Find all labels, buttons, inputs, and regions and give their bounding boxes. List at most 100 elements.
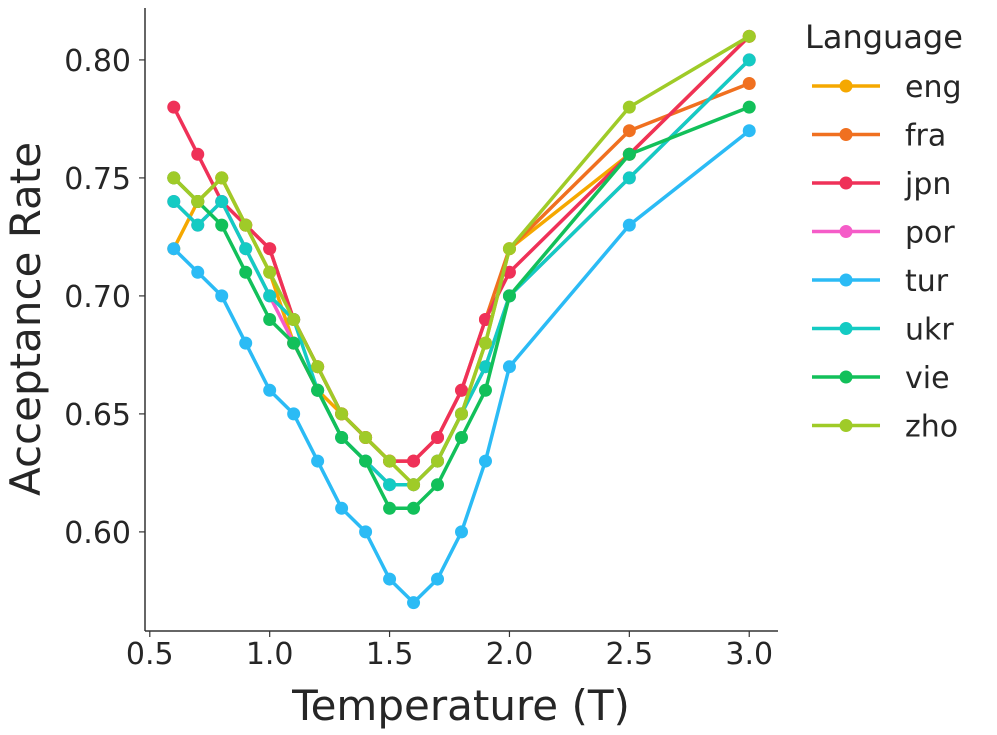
legend: Language eng fra jpn por tur ukr vie zho (805, 18, 963, 445)
x-tick-label: 3.0 (725, 637, 773, 672)
legend-item-por: por (812, 216, 955, 251)
legend-item-eng: eng (812, 70, 962, 105)
data-point-ukr (191, 218, 205, 232)
data-point-ukr (478, 360, 492, 374)
legend-label: por (905, 216, 955, 251)
legend-label: zho (905, 410, 958, 445)
data-point-tur (359, 525, 373, 539)
series-jpn (167, 29, 756, 468)
legend-item-tur: tur (812, 264, 949, 299)
y-tick-label: 0.70 (64, 280, 131, 315)
data-point-vie (311, 383, 325, 397)
y-tick-label: 0.75 (64, 162, 131, 197)
data-point-tur (455, 525, 468, 539)
data-point-jpn (478, 313, 492, 326)
x-tick-label: 1.5 (366, 637, 414, 672)
data-point-jpn (167, 100, 181, 114)
x-tick-label: 1.0 (246, 637, 294, 672)
data-point-ukr (263, 289, 277, 303)
legend-item-jpn: jpn (812, 167, 951, 202)
legend-label: fra (905, 119, 946, 154)
data-point-tur (742, 124, 756, 138)
series-line-vie (172, 105, 751, 511)
data-point-vie (407, 501, 421, 515)
data-point-vie (335, 430, 349, 444)
y-tick-label: 0.80 (64, 44, 131, 79)
data-point-zho (455, 407, 468, 421)
data-point-zho (502, 242, 516, 256)
x-ticks: 0.5 1.0 1.5 2.0 2.5 3.0 (126, 631, 773, 672)
data-point-vie (502, 289, 516, 303)
data-point-tur (478, 454, 492, 468)
legend-swatch-marker (839, 176, 853, 190)
legend-swatch-marker (839, 322, 853, 335)
data-point-tur (167, 242, 181, 256)
data-point-vie (455, 430, 468, 444)
legend-item-vie: vie (812, 361, 950, 396)
x-tick-label: 0.5 (126, 637, 174, 672)
legend-swatch-marker (839, 419, 853, 432)
data-point-vie (431, 478, 445, 492)
data-point-vie (239, 265, 253, 279)
data-point-fra (622, 124, 636, 138)
data-point-ukr (239, 242, 253, 256)
data-point-zho (742, 29, 756, 43)
legend-item-zho: zho (812, 410, 958, 445)
legend-label: jpn (904, 167, 951, 202)
data-point-tur (383, 572, 397, 586)
data-point-zho (239, 218, 253, 232)
series-zho (167, 29, 756, 492)
data-point-jpn (502, 265, 516, 279)
legend-items: eng fra jpn por tur ukr vie zho (812, 70, 962, 445)
data-point-tur (239, 336, 253, 350)
data-point-tur (287, 407, 301, 421)
data-point-zho (407, 478, 421, 492)
data-point-tur (335, 501, 349, 515)
legend-item-fra: fra (812, 119, 946, 154)
data-point-zho (359, 430, 373, 444)
data-point-zho (622, 100, 636, 114)
data-point-ukr (742, 53, 756, 67)
legend-swatch-marker (839, 370, 853, 384)
legend-swatch-marker (839, 128, 853, 141)
data-point-zho (263, 265, 277, 279)
data-point-ukr (167, 195, 181, 209)
data-point-zho (167, 171, 181, 185)
series-lines (167, 29, 756, 610)
data-point-tur (215, 289, 229, 303)
y-axis-title: Acceptance Rate (1, 142, 50, 496)
data-point-tur (622, 218, 636, 232)
data-point-jpn (407, 454, 421, 468)
data-point-zho (215, 171, 229, 185)
legend-label: tur (905, 264, 949, 299)
x-tick-label: 2.5 (605, 637, 653, 672)
legend-label: vie (905, 361, 950, 396)
y-tick-label: 0.60 (64, 516, 131, 551)
data-point-ukr (622, 171, 636, 185)
data-point-zho (311, 360, 325, 374)
data-point-vie (478, 383, 492, 397)
data-point-vie (383, 501, 397, 515)
data-point-tur (311, 454, 325, 468)
legend-title: Language (805, 18, 963, 56)
data-point-tur (191, 265, 205, 279)
y-tick-label: 0.65 (64, 398, 131, 433)
axes (144, 8, 778, 632)
data-point-zho (335, 407, 349, 421)
y-ticks: 0.60 0.65 0.70 0.75 0.80 (64, 44, 145, 551)
data-point-zho (287, 313, 301, 326)
data-point-jpn (431, 430, 445, 444)
data-point-vie (263, 313, 277, 326)
data-point-ukr (215, 195, 229, 209)
data-point-jpn (455, 383, 468, 397)
data-point-tur (502, 360, 516, 374)
series-line-jpn (172, 34, 751, 463)
series-tur (167, 124, 756, 610)
series-eng (167, 29, 756, 492)
data-point-jpn (191, 147, 205, 161)
data-point-zho (478, 336, 492, 350)
data-point-fra (742, 77, 756, 91)
data-point-tur (431, 572, 445, 586)
legend-label: eng (905, 70, 962, 105)
